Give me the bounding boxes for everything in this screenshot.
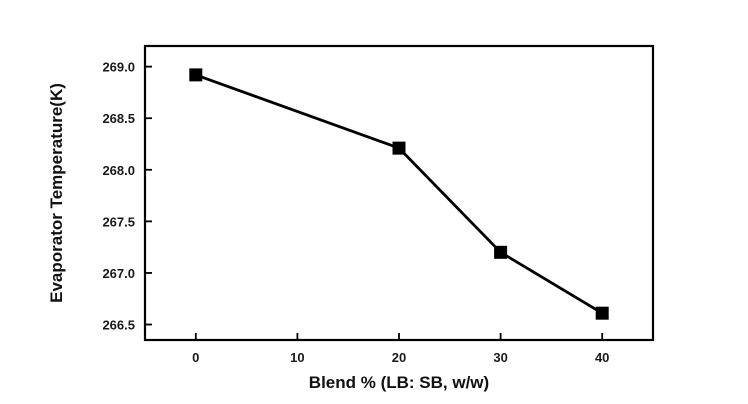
axis-ticks	[145, 65, 604, 340]
y-tick-label: 268.0	[102, 163, 135, 178]
data-point-marker	[595, 306, 609, 320]
y-tick-label: 266.5	[102, 318, 135, 333]
x-tick-label: 20	[392, 350, 406, 365]
x-axis-title: Blend % (LB: SB, w/w)	[309, 373, 489, 392]
data-point-marker	[494, 245, 508, 259]
x-tick-label: 0	[192, 350, 199, 365]
x-tick-label: 40	[595, 350, 609, 365]
y-tick-label: 267.5	[102, 214, 135, 229]
data-point-marker	[189, 68, 203, 82]
y-tick-label: 267.0	[102, 266, 135, 281]
y-tick-label: 268.5	[102, 111, 135, 126]
series-line	[195, 73, 603, 315]
x-tick-label: 30	[493, 350, 507, 365]
tick-labels: 0 10 20 30 40 266.5 267.0 267.5 268.0 268.5 269.0	[102, 60, 609, 365]
data-markers	[189, 68, 609, 320]
y-tick-label: 269.0	[102, 60, 135, 75]
data-point-marker	[392, 141, 406, 155]
x-tick-label: 10	[290, 350, 304, 365]
y-axis-title: Evaporator Temperature(K)	[47, 83, 66, 303]
